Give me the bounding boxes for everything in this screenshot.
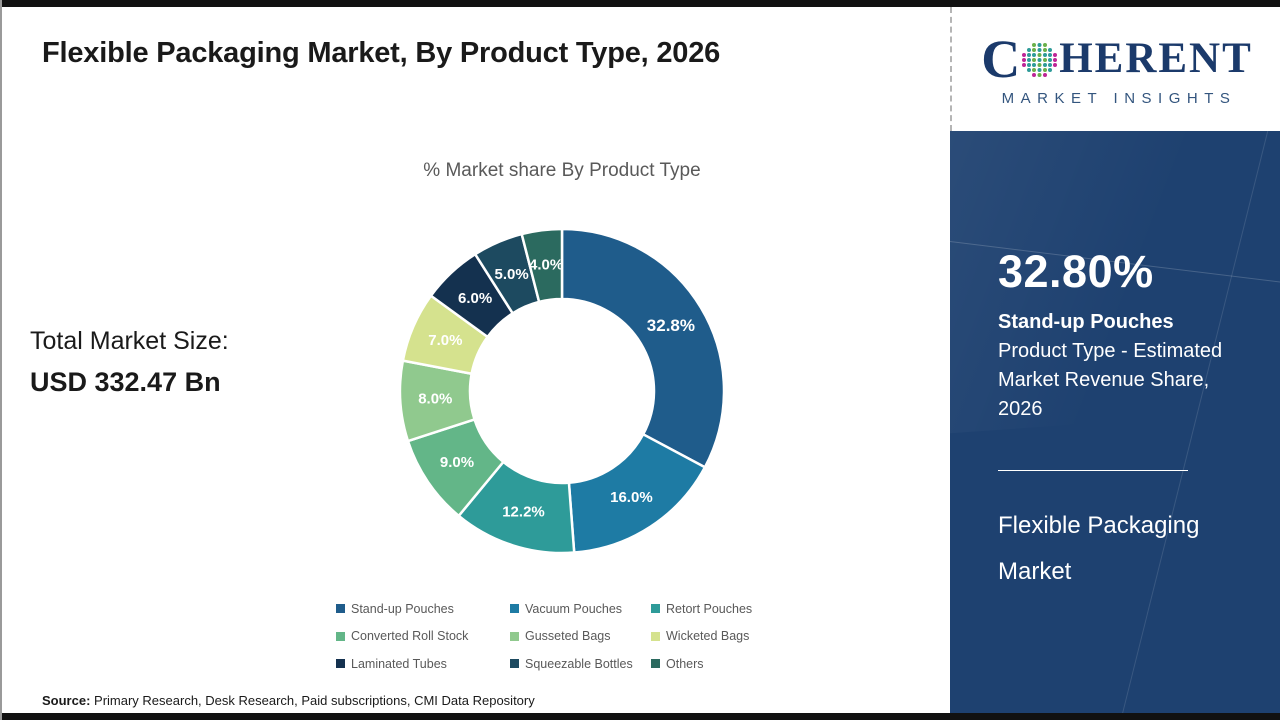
brand-logo: C HERENT MARKET INSIGHTS — [950, 7, 1280, 131]
legend-item-vacuum-pouches: Vacuum Pouches — [510, 602, 651, 616]
legend-label-retort-pouches: Retort Pouches — [666, 601, 753, 616]
legend-item-gusseted-bags: Gusseted Bags — [510, 629, 651, 643]
legend-label-others: Others — [666, 656, 704, 671]
total-market-size-label: Total Market Size: — [30, 327, 229, 355]
legend-label-squeezable-bottles: Squeezable Bottles — [525, 656, 633, 671]
legend-swatch-others — [651, 659, 660, 669]
legend-item-converted-roll-stock: Converted Roll Stock — [336, 629, 510, 643]
donut-segment-stand-up-pouches — [560, 227, 726, 469]
logo-letters-herent: HERENT — [1059, 35, 1253, 82]
legend-swatch-converted-roll-stock — [336, 631, 345, 641]
donut-chart: 32.8% 16.0% 12.2% 9.0% 8.0% 7.0% 6.0%5.0%4.0% — [398, 227, 726, 555]
donut-label-stand-up-pouches: 32.8% — [647, 316, 695, 335]
donut-label-gusseted-bags: 8.0% — [418, 391, 452, 408]
source-text: Primary Research, Desk Research, Paid su… — [94, 693, 535, 708]
legend-label-converted-roll-stock: Converted Roll Stock — [351, 629, 469, 644]
legend-label-stand-up-pouches: Stand-up Pouches — [351, 601, 454, 616]
legend-swatch-vacuum-pouches — [510, 604, 519, 614]
legend-item-retort-pouches: Retort Pouches — [651, 602, 781, 616]
legend-swatch-gusseted-bags — [510, 631, 519, 641]
dotted-globe-icon — [1022, 43, 1058, 77]
highlight-segment-name: Stand-up Pouches — [998, 311, 1174, 333]
legend-label-wicketed-bags: Wicketed Bags — [666, 629, 750, 644]
donut-label-laminated-tubes: 6.0% — [458, 290, 492, 307]
source-attribution: Source: Primary Research, Desk Research,… — [42, 693, 535, 708]
source-label: Source: — [42, 693, 91, 708]
legend-item-wicketed-bags: Wicketed Bags — [651, 629, 781, 643]
highlight-panel: 32.80% Stand-up Pouches Product Type - E… — [950, 131, 1280, 713]
legend-item-laminated-tubes: Laminated Tubes — [336, 657, 510, 671]
page-title: Flexible Packaging Market, By Product Ty… — [42, 37, 721, 69]
chart-title: % Market share By Product Type — [423, 160, 701, 181]
legend-swatch-retort-pouches — [651, 604, 660, 614]
chart-legend: Stand-up Pouches Vacuum Pouches Retort Pou… — [336, 595, 781, 678]
total-market-size-block: Total Market Size: USD 332.47 Bn — [30, 327, 229, 398]
legend-swatch-laminated-tubes — [336, 659, 345, 669]
donut-label-retort-pouches: 12.2% — [502, 504, 545, 521]
legend-swatch-stand-up-pouches — [336, 604, 345, 614]
donut-segment-others — [520, 227, 564, 304]
panel-report-name: Flexible Packaging Market — [998, 512, 1200, 585]
legend-label-laminated-tubes: Laminated Tubes — [351, 656, 447, 671]
legend-swatch-squeezable-bottles — [510, 659, 519, 669]
legend-swatch-wicketed-bags — [651, 631, 660, 641]
bottom-border-bar — [2, 713, 1280, 720]
donut-label-squeezable-bottles: 5.0% — [494, 266, 528, 283]
legend-label-vacuum-pouches: Vacuum Pouches — [525, 601, 623, 616]
legend-item-others: Others — [651, 657, 781, 671]
legend-item-squeezable-bottles: Squeezable Bottles — [510, 657, 651, 671]
logo-letter-c: C — [981, 28, 1021, 89]
donut-label-converted-roll-stock: 9.0% — [440, 454, 474, 471]
panel-divider-line — [998, 470, 1188, 471]
total-market-size-value: USD 332.47 Bn — [30, 367, 221, 397]
donut-label-others: 4.0% — [529, 257, 563, 274]
donut-label-vacuum-pouches: 16.0% — [610, 489, 653, 506]
donut-label-wicketed-bags: 7.0% — [428, 332, 462, 349]
highlight-description: Product Type - Estimated Market Revenue … — [998, 340, 1223, 420]
highlight-percentage: 32.80% — [998, 246, 1154, 297]
logo-subtitle: MARKET INSIGHTS — [1001, 89, 1237, 107]
legend-item-stand-up-pouches: Stand-up Pouches — [336, 602, 510, 616]
top-border-bar — [2, 0, 1280, 7]
logo-wordmark: C HERENT — [981, 32, 1253, 86]
legend-label-gusseted-bags: Gusseted Bags — [525, 629, 611, 644]
